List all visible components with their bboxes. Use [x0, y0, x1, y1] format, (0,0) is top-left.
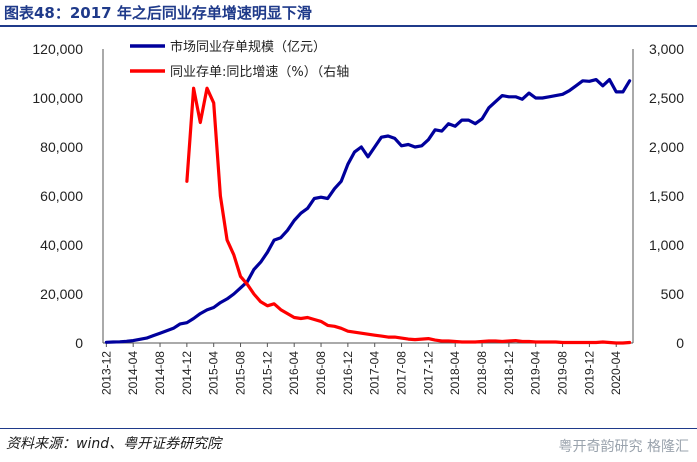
x-tick-label: 2016-04 [287, 351, 301, 395]
chart-title: 图表48：2017 年之后同业存单增速明显下滑 [4, 4, 312, 22]
x-tick-label: 2018-08 [475, 351, 489, 395]
watermark: 粤开奇韵研究 格隆汇 [558, 439, 689, 455]
x-tick-label: 2014-12 [180, 351, 194, 395]
x-tick-label: 2015-12 [260, 351, 274, 395]
line-chart: 020,00040,00060,00080,000100,000120,000 … [32, 39, 684, 395]
x-tick-label: 2013-12 [99, 351, 113, 395]
source-note: 资料来源：wind、粤开证券研究院 [6, 436, 222, 452]
left-y-tick-label: 20,000 [40, 286, 83, 302]
right-y-tick-label: 500 [661, 286, 685, 302]
right-y-tick-label: 1,000 [649, 237, 684, 253]
left-y-tick-label: 100,000 [32, 90, 83, 106]
footer-divider [0, 428, 697, 429]
left-y-tick-label: 40,000 [40, 237, 83, 253]
chart-series [104, 78, 632, 345]
right-y-tick-label: 0 [676, 335, 684, 351]
x-tick-label: 2016-08 [314, 351, 328, 395]
left-y-axis-labels: 0 20,000 40,000 60,000 80,000 100,000 120,000 [32, 41, 83, 351]
left-y-tick-label: 80,000 [40, 139, 83, 155]
left-y-tick-label: 120,000 [32, 41, 83, 57]
x-tick-label: 2017-04 [368, 351, 382, 395]
right-y-tick-label: 3,000 [649, 41, 684, 57]
x-tick-label: 2015-04 [207, 351, 221, 395]
title-divider [0, 25, 697, 27]
right-y-tick-label: 2,500 [649, 90, 684, 106]
x-tick-label: 2020-04 [609, 351, 623, 395]
x-tick-label: 2017-08 [395, 351, 409, 395]
chart-legend: 市场同业存单规模（亿元） 同业存单:同比增速（%）（右轴 [130, 39, 349, 80]
x-tick-label: 2016-12 [341, 351, 355, 395]
right-y-tick-label: 2,000 [649, 139, 684, 155]
x-tick-label: 2015-08 [234, 351, 248, 395]
scale-line [104, 78, 632, 344]
x-axis-labels: 2013-12 2014-04 2014-08 2014-12 2015-04 2015-… [99, 343, 623, 395]
legend-label: 市场同业存单规模（亿元） [170, 39, 326, 55]
right-y-tick-label: 1,500 [649, 188, 684, 204]
chart-axes [102, 49, 634, 344]
growth-rate-line [185, 86, 632, 345]
right-y-axis-labels: 0 500 1,000 1,500 2,000 2,500 3,000 [649, 41, 684, 351]
left-y-tick-label: 60,000 [40, 188, 83, 204]
x-tick-label: 2014-08 [153, 351, 167, 395]
x-tick-label: 2014-04 [126, 351, 140, 395]
left-y-tick-label: 0 [75, 335, 83, 351]
x-tick-label: 2019-08 [556, 351, 570, 395]
legend-label: 同业存单:同比增速（%）（右轴 [170, 65, 349, 80]
x-tick-label: 2019-04 [529, 351, 543, 395]
x-tick-label: 2018-04 [448, 351, 462, 395]
x-tick-label: 2018-12 [502, 351, 516, 395]
x-tick-label: 2019-12 [582, 351, 596, 395]
x-tick-label: 2017-12 [421, 351, 435, 395]
